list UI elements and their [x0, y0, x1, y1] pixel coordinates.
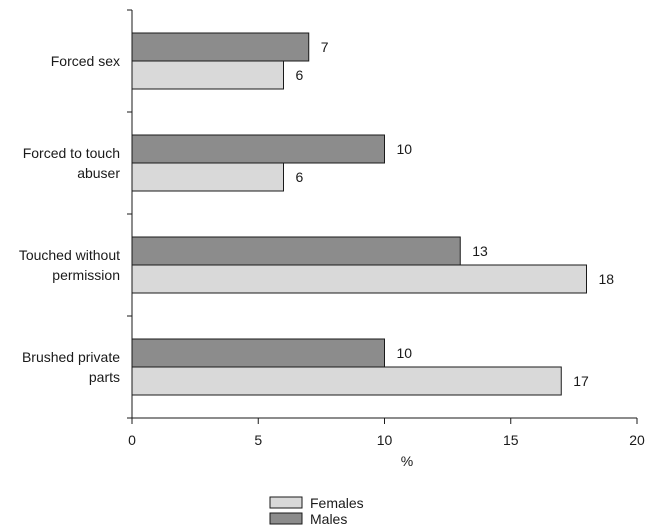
data-label: 7	[321, 39, 329, 55]
data-label: 6	[296, 67, 304, 83]
x-tick-label: 20	[629, 432, 645, 448]
data-label: 13	[472, 243, 488, 259]
bar-females	[131, 264, 587, 294]
category-label: Brushed private	[22, 349, 120, 365]
data-label: 10	[397, 345, 413, 361]
category-label: Forced sex	[51, 53, 120, 69]
bar-males	[131, 134, 385, 164]
bar-males	[131, 338, 385, 368]
data-label: 17	[573, 373, 589, 389]
bar-females	[131, 162, 284, 192]
category-label: permission	[52, 267, 120, 283]
data-label: 6	[296, 169, 304, 185]
data-label: 10	[397, 141, 413, 157]
category-label: abuser	[77, 165, 120, 181]
x-tick-label: 0	[128, 432, 136, 448]
bar-females	[131, 366, 562, 396]
legend-label: Females	[310, 495, 364, 511]
x-axis-label: %	[401, 453, 413, 469]
category-label: Touched without	[19, 247, 120, 263]
legend-label: Males	[310, 511, 347, 527]
plot-area: 0 5 10 15 20 Forced sex 7 6 Forced to touch abuse…	[19, 9, 645, 448]
bar-males	[131, 32, 310, 62]
category-label: parts	[89, 369, 120, 385]
bar-males	[131, 236, 461, 266]
x-tick-label: 10	[377, 432, 393, 448]
legend-swatch-males	[269, 512, 303, 525]
legend-swatch-females	[269, 496, 303, 509]
data-label: 18	[599, 271, 615, 287]
x-tick-label: 5	[254, 432, 262, 448]
bar-females	[131, 60, 284, 90]
category-label: Forced to touch	[23, 145, 120, 161]
x-tick-label: 15	[503, 432, 519, 448]
